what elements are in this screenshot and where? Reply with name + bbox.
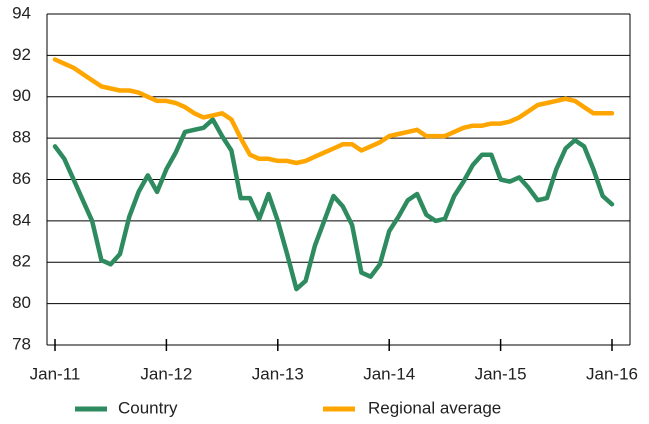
y-tick-label: 82 <box>12 252 31 271</box>
x-tick-label: Jan-15 <box>475 364 527 383</box>
y-tick-label: 88 <box>12 128 31 147</box>
x-tick-label: Jan-14 <box>363 364 415 383</box>
x-tick-label: Jan-16 <box>586 364 638 383</box>
y-tick-label: 90 <box>12 86 31 105</box>
y-tick-label: 94 <box>12 3 31 22</box>
series-line <box>52 57 615 166</box>
series-line <box>52 117 615 292</box>
legend-label: Country <box>118 398 178 417</box>
y-tick-label: 80 <box>12 293 31 312</box>
y-tick-label: 78 <box>12 334 31 353</box>
x-tick-label: Jan-13 <box>252 364 304 383</box>
y-tick-label: 86 <box>12 169 31 188</box>
y-tick-label: 92 <box>12 45 31 64</box>
x-tick-label: Jan-12 <box>140 364 192 383</box>
legend-label: Regional average <box>368 398 501 417</box>
y-tick-label: 84 <box>12 210 31 229</box>
x-tick-label: Jan-11 <box>30 364 81 383</box>
